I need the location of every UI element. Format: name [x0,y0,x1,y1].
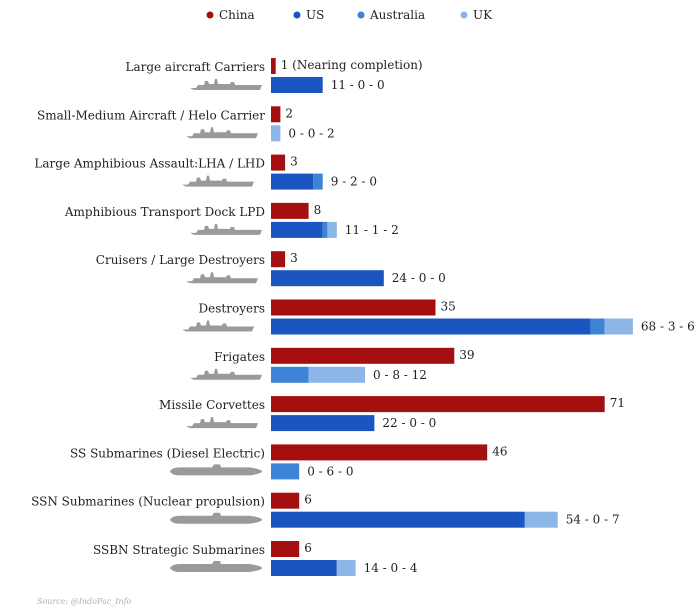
china-bar [271,492,300,509]
legend-label: UK [473,8,493,22]
uk-bar [604,318,633,335]
category-row: Cruisers / Large Destroyers 3 24 - 0 - 0 [96,251,446,287]
ship-silhouette-icon [182,320,254,332]
category-label: Frigates [214,350,265,364]
allies-value-label: 24 - 0 - 0 [392,271,446,285]
allies-value-label: 0 - 0 - 2 [288,126,334,140]
ship-silhouette-icon [170,561,262,572]
category-row: SS Submarines (Diesel Electric) 46 0 - 6 -… [70,444,507,480]
category-row: Amphibious Transport Dock LPD 8 11 - 1 - 2 [64,202,399,238]
allies-value-label: 54 - 0 - 7 [566,513,620,527]
allies-value-label: 0 - 6 - 0 [307,464,353,478]
australia-bar [313,173,323,190]
category-label: Large aircraft Carriers [125,60,265,74]
category-label: Missile Corvettes [159,398,265,412]
australia-bar [271,366,309,383]
category-label: Cruisers / Large Destroyers [96,253,265,267]
uk-bar [327,221,337,238]
category-label: Large Amphibious Assault:LHA / LHD [34,157,265,171]
allies-value-label: 0 - 8 - 12 [373,368,427,382]
ship-silhouette-icon [186,272,258,284]
category-row: SSBN Strategic Submarines 6 14 - 0 - 4 [93,541,418,576]
ship-silhouette-icon [190,223,262,235]
china-value-label: 71 [610,396,625,410]
china-value-label: 3 [290,155,298,169]
china-bar [271,202,309,219]
china-bar [271,347,455,364]
china-value-label: 3 [290,251,298,265]
source-note: Source: @IndoPac_Info [37,597,132,606]
uk-bar [308,366,365,383]
category-row: SSN Submarines (Nuclear propulsion) 6 54 -… [31,492,620,528]
us-bar [271,415,375,432]
us-bar [271,270,384,287]
allies-value-label: 11 - 1 - 2 [345,223,399,237]
category-row: Large Amphibious Assault:LHA / LHD 3 9 - 2… [34,154,377,190]
china-bar [271,106,281,123]
china-value-label: 35 [441,300,456,314]
ship-silhouette-icon [190,368,262,380]
category-label: Small-Medium Aircraft / Helo Carrier [37,108,265,122]
china-bar [271,444,488,461]
australia-bar [590,318,605,335]
uk-bar [336,560,356,576]
category-label: SSN Submarines (Nuclear propulsion) [31,495,265,509]
category-label: SSBN Strategic Submarines [93,543,265,557]
allies-value-label: 11 - 0 - 0 [331,78,385,92]
australia-bar [322,221,328,238]
category-row: Frigates 39 0 - 8 - 12 [190,347,475,383]
category-label: SS Submarines (Diesel Electric) [70,446,265,460]
allies-value-label: 14 - 0 - 4 [364,561,418,575]
ship-silhouette-icon [190,79,262,90]
category-row: Destroyers 35 68 - 3 - 6 [182,299,695,335]
ship-silhouette-icon [170,464,262,476]
china-bar [271,541,300,557]
category-row: Missile Corvettes 71 22 - 0 - 0 [159,396,625,432]
china-value-label: 1 (Nearing completion) [281,58,423,72]
china-value-label: 39 [459,348,474,362]
uk-bar [524,511,558,528]
category-label: Amphibious Transport Dock LPD [64,205,265,219]
legend: China US Australia UK [206,8,493,22]
allies-value-label: 68 - 3 - 6 [641,320,695,334]
ship-silhouette-icon [186,127,258,139]
legend-swatch [206,11,214,19]
ship-silhouette-icon [182,175,254,187]
australia-bar [271,463,300,480]
legend-label: China [219,8,255,22]
category-row: Large aircraft Carriers 1 (Nearing comple… [125,58,423,93]
ship-silhouette-icon [170,512,262,524]
legend-swatch [357,11,365,19]
category-label: Destroyers [199,302,265,316]
uk-bar [271,125,281,142]
china-bar [271,251,286,268]
us-bar [271,318,591,335]
china-bar [271,396,605,413]
china-value-label: 46 [492,444,507,458]
china-value-label: 6 [304,541,312,555]
us-bar [271,511,525,528]
us-bar [271,77,323,93]
allies-value-label: 22 - 0 - 0 [382,416,436,430]
china-bar [271,58,276,74]
ship-silhouette-icon [186,417,258,429]
category-row: Small-Medium Aircraft / Helo Carrier 2 0 -… [37,106,335,142]
legend-label: US [306,8,324,22]
china-value-label: 2 [285,106,293,120]
us-bar [271,173,314,190]
china-bar [271,299,436,316]
legend-swatch [293,11,301,19]
us-bar [271,221,323,238]
allies-value-label: 9 - 2 - 0 [331,175,377,189]
china-value-label: 6 [304,493,312,507]
us-bar [271,560,337,576]
china-value-label: 8 [314,203,322,217]
legend-swatch [460,11,468,19]
chart-rows: Large aircraft Carriers 1 (Nearing comple… [31,58,695,576]
china-bar [271,154,286,171]
legend-label: Australia [369,8,425,22]
